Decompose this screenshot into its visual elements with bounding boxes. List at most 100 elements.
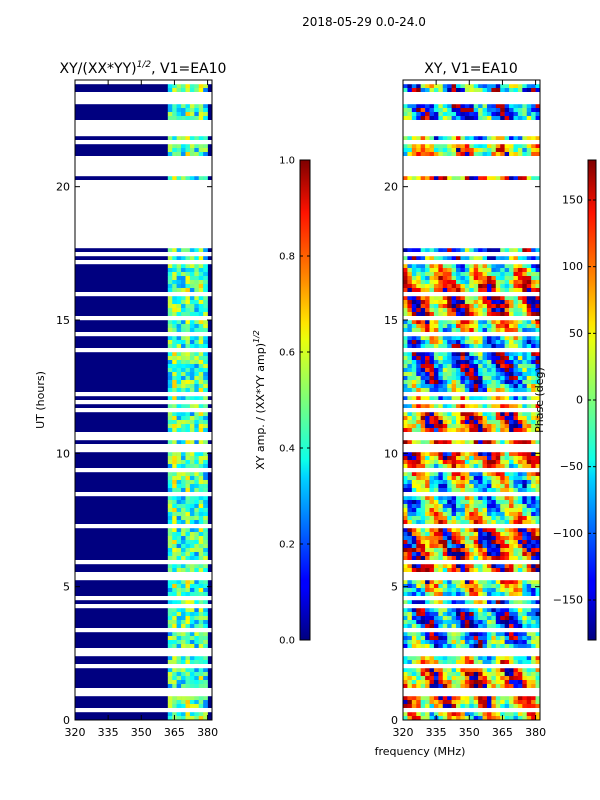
phase-heatmap-cell: [486, 620, 492, 625]
phase-heatmap-cell: [473, 488, 479, 493]
phase-heatmap-cell: [500, 176, 505, 181]
amp-heatmap-cell: [172, 612, 177, 617]
amp-heatmap-cell: [198, 716, 204, 720]
phase-heatmap-cell: [491, 112, 497, 117]
phase-heatmap-cell: [429, 112, 435, 117]
phase-blank-row: [403, 180, 540, 185]
phase-heatmap-cell: [447, 304, 452, 309]
phase-heatmap-cell: [403, 288, 408, 293]
phase-heatmap-cell: [433, 684, 439, 689]
amp-blank-row: [75, 80, 212, 85]
amp-heatmap-cell: [189, 336, 195, 341]
amp-heatmap-cell: [185, 112, 191, 117]
phase-heatmap-cell: [464, 288, 470, 293]
amp-heatmap-cell: [198, 324, 204, 329]
amp-heatmap-cell: [176, 136, 182, 141]
phase-heatmap-cell: [531, 516, 536, 521]
amp-heatmap-cell: [198, 476, 204, 481]
phase-heatmap-cell: [491, 380, 497, 385]
amp-heatmap-cell: [181, 320, 186, 325]
amp-heatmap-cell: [181, 540, 186, 545]
phase-heatmap-cell: [478, 532, 483, 537]
amp-blank-row: [75, 492, 212, 497]
amp-heatmap-cell: [172, 256, 177, 261]
phase-heatmap-cell: [482, 176, 488, 181]
phase-heatmap-cell: [535, 632, 540, 637]
phase-heatmap-cell: [433, 344, 439, 349]
amp-heatmap-cell: [203, 136, 208, 141]
phase-heatmap-cell: [456, 116, 461, 121]
phase-heatmap-cell: [500, 412, 505, 417]
phase-heatmap-cell: [411, 372, 417, 377]
phase-heatmap-cell: [438, 512, 444, 517]
phase-heatmap-cell: [433, 284, 439, 289]
phase-heatmap-cell: [411, 716, 417, 720]
phase-heatmap-cell: [478, 412, 483, 417]
phase-heatmap-cell: [447, 500, 452, 505]
phase-y-tick-label: 10: [384, 447, 398, 460]
phase-heatmap-cell: [526, 104, 532, 109]
phase-heatmap-cell: [482, 376, 488, 381]
phase-heatmap-cell: [442, 564, 448, 569]
phase-heatmap-cell: [486, 136, 492, 141]
phase-heatmap-cell: [411, 340, 417, 345]
phase-heatmap-cell: [407, 388, 413, 393]
phase-heatmap-cell: [411, 416, 417, 421]
phase-heatmap-cell: [469, 696, 475, 701]
amp-heatmap-cell: [189, 676, 195, 681]
amp-heatmap-cell: [167, 304, 173, 309]
phase-heatmap-cell: [416, 268, 421, 273]
phase-heatmap-cell: [442, 624, 448, 629]
amp-heatmap-cell: [167, 552, 173, 557]
amp-heatmap-cell: [181, 272, 186, 277]
amp-heatmap-cell: [203, 280, 208, 285]
phase-heatmap-cell: [456, 280, 461, 285]
phase-heatmap-cell: [429, 488, 435, 493]
phase-heatmap-cell: [495, 656, 501, 661]
amp-heatmap-cell: [194, 608, 200, 613]
amp-heatmap-cell: [167, 632, 173, 637]
phase-heatmap-cell: [433, 512, 439, 517]
phase-heatmap-cell: [416, 676, 421, 681]
phase-heatmap-cell: [500, 88, 505, 93]
phase-heatmap-cell: [460, 256, 466, 261]
phase-heatmap-cell: [451, 464, 457, 469]
phase-heatmap-cell: [522, 336, 528, 341]
amp-heatmap-cell: [181, 656, 186, 661]
phase-heatmap-cell: [438, 700, 444, 705]
phase-heatmap-cell: [425, 676, 430, 681]
amp-heatmap-cell: [176, 508, 182, 513]
amp-heatmap-cell: [198, 696, 204, 701]
phase-heatmap-cell: [531, 496, 536, 501]
phase-heatmap-cell: [451, 592, 457, 597]
phase-heatmap-cell: [531, 488, 536, 493]
amp-heatmap-cell: [189, 556, 195, 561]
phase-heatmap-cell: [522, 352, 528, 357]
phase-heatmap-cell: [495, 176, 501, 181]
phase-heatmap-cell: [504, 480, 510, 485]
phase-heatmap-cell: [531, 296, 536, 301]
phase-heatmap-cell: [531, 600, 536, 605]
amp-heatmap-cell: [172, 700, 177, 705]
phase-heatmap-cell: [517, 404, 523, 409]
amp-blank-row: [75, 132, 212, 137]
phase-heatmap-cell: [420, 116, 426, 121]
amp-heatmap-cell: [189, 564, 195, 569]
amp-heatmap-cell: [189, 312, 195, 317]
phase-heatmap-cell: [535, 264, 540, 269]
amp-colorbar-tick-label: 0.6: [279, 348, 295, 359]
phase-heatmap-cell: [517, 328, 523, 333]
phase-heatmap-cell: [420, 564, 426, 569]
phase-heatmap-cell: [447, 516, 452, 521]
phase-heatmap-cell: [456, 512, 461, 517]
phase-heatmap-cell: [464, 484, 470, 489]
phase-heatmap-cell: [407, 584, 413, 589]
phase-heatmap-cell: [531, 452, 536, 457]
phase-heatmap-cell: [447, 488, 452, 493]
amp-heatmap-cell: [185, 396, 191, 401]
phase-heatmap-cell: [522, 612, 528, 617]
phase-heatmap-cell: [535, 136, 540, 141]
phase-heatmap-cell: [451, 520, 457, 525]
amp-heatmap-cell: [198, 328, 204, 333]
phase-heatmap-cell: [535, 556, 540, 561]
